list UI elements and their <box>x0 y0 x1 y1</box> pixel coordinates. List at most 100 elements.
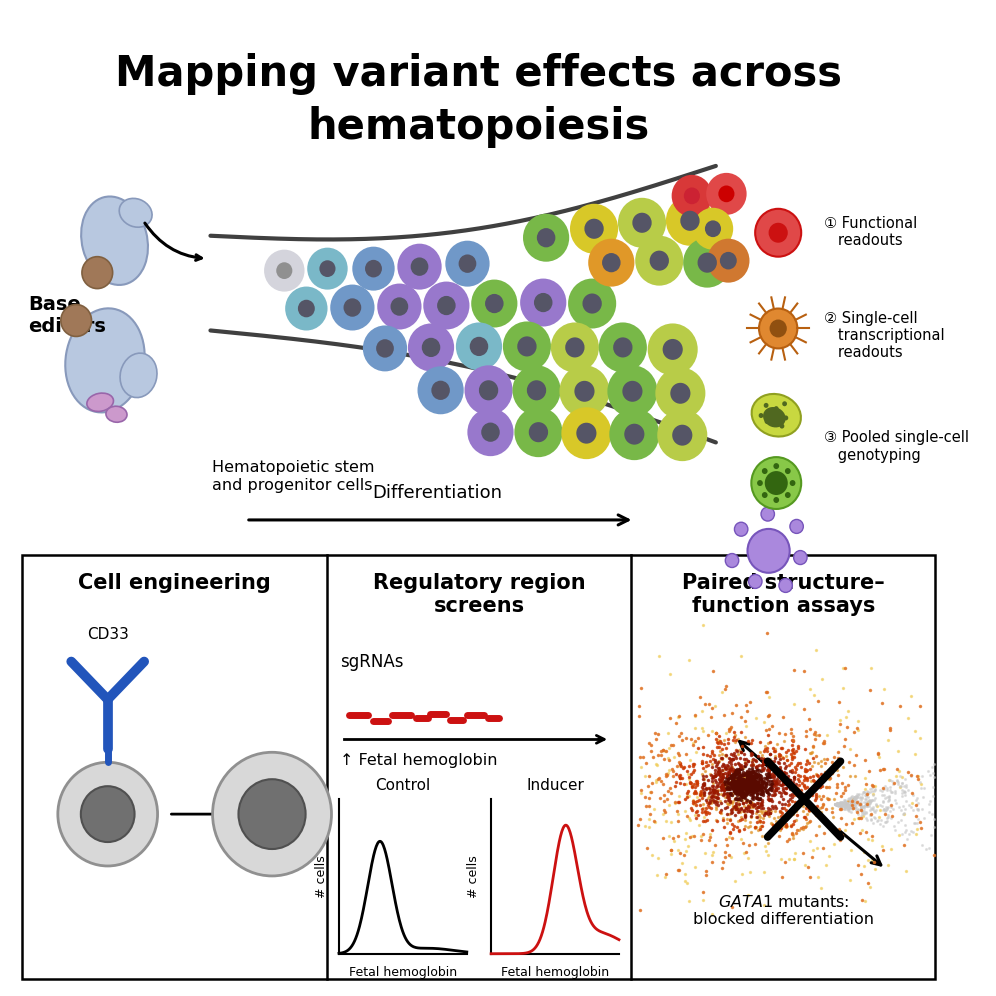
Circle shape <box>364 327 406 371</box>
Circle shape <box>694 209 732 249</box>
Circle shape <box>238 779 306 849</box>
Circle shape <box>468 409 513 455</box>
Circle shape <box>790 480 796 486</box>
Circle shape <box>785 492 791 498</box>
Circle shape <box>465 367 512 414</box>
Circle shape <box>632 213 651 233</box>
Circle shape <box>421 338 440 357</box>
Circle shape <box>571 205 618 253</box>
Circle shape <box>614 338 632 358</box>
Text: ↑ Fetal hemoglobin: ↑ Fetal hemoglobin <box>341 753 498 768</box>
Circle shape <box>575 380 595 401</box>
Circle shape <box>662 339 683 360</box>
Ellipse shape <box>121 354 157 397</box>
Circle shape <box>81 786 134 842</box>
Circle shape <box>656 369 704 418</box>
Circle shape <box>749 575 762 589</box>
Text: Hematopoietic stem
and progenitor cells: Hematopoietic stem and progenitor cells <box>212 460 374 492</box>
Circle shape <box>458 254 476 273</box>
Circle shape <box>769 223 788 243</box>
Text: $\it{GATA1}$ mutants:
blocked differentiation: $\it{GATA1}$ mutants: blocked differenti… <box>693 893 873 927</box>
Circle shape <box>457 324 501 370</box>
Ellipse shape <box>752 394 801 436</box>
Circle shape <box>286 288 327 330</box>
Circle shape <box>529 422 548 442</box>
Ellipse shape <box>81 196 148 285</box>
Circle shape <box>762 492 768 498</box>
Circle shape <box>446 242 489 286</box>
Text: # cells: # cells <box>315 856 329 897</box>
Ellipse shape <box>106 406 127 422</box>
Circle shape <box>61 305 92 337</box>
Circle shape <box>515 408 562 456</box>
Ellipse shape <box>66 309 144 412</box>
Circle shape <box>765 471 788 495</box>
Circle shape <box>773 497 779 503</box>
Circle shape <box>376 340 393 358</box>
Circle shape <box>58 762 157 866</box>
Ellipse shape <box>87 393 114 411</box>
Ellipse shape <box>763 407 786 427</box>
Circle shape <box>759 309 798 349</box>
Text: Cell engineering: Cell engineering <box>79 573 271 593</box>
Circle shape <box>585 219 604 239</box>
Circle shape <box>684 239 730 287</box>
Ellipse shape <box>120 198 152 227</box>
Text: Control: Control <box>375 778 430 793</box>
Circle shape <box>762 468 768 474</box>
Circle shape <box>398 245 440 289</box>
Circle shape <box>697 253 717 273</box>
Circle shape <box>378 285 420 329</box>
Circle shape <box>707 174 746 214</box>
Circle shape <box>561 367 609 416</box>
Circle shape <box>524 215 568 261</box>
Text: sgRNAs: sgRNAs <box>341 652 403 670</box>
Circle shape <box>680 211 699 231</box>
Text: Differentiation: Differentiation <box>373 484 503 502</box>
Circle shape <box>779 579 793 593</box>
Circle shape <box>773 463 779 469</box>
Circle shape <box>534 293 553 312</box>
Circle shape <box>517 337 537 357</box>
Circle shape <box>794 551 807 565</box>
Text: # cells: # cells <box>467 856 480 897</box>
Circle shape <box>590 240 633 286</box>
Text: hematopoiesis: hematopoiesis <box>308 107 650 148</box>
Circle shape <box>521 280 566 326</box>
Circle shape <box>600 324 645 372</box>
Circle shape <box>431 380 450 400</box>
Circle shape <box>751 457 801 509</box>
Circle shape <box>82 257 113 289</box>
Text: Inducer: Inducer <box>526 778 584 793</box>
Circle shape <box>667 197 713 245</box>
Circle shape <box>778 418 783 423</box>
Circle shape <box>537 228 556 247</box>
Circle shape <box>648 325 696 374</box>
Circle shape <box>472 281 516 327</box>
Circle shape <box>344 299 362 317</box>
Circle shape <box>619 199 665 247</box>
Circle shape <box>747 529 790 573</box>
Circle shape <box>481 422 500 442</box>
Circle shape <box>298 300 315 318</box>
Circle shape <box>658 410 706 460</box>
Circle shape <box>309 249 347 289</box>
Text: CD33: CD33 <box>87 626 128 641</box>
Circle shape <box>720 252 737 270</box>
Circle shape <box>276 262 293 279</box>
Circle shape <box>418 368 463 413</box>
Circle shape <box>390 298 408 316</box>
Circle shape <box>759 413 764 418</box>
Circle shape <box>774 406 779 411</box>
Circle shape <box>514 367 560 414</box>
Circle shape <box>563 408 611 458</box>
Circle shape <box>718 185 734 202</box>
Text: ② Single-cell
   transcriptional
   readouts: ② Single-cell transcriptional readouts <box>825 311 945 361</box>
Circle shape <box>424 283 468 329</box>
Text: Paired structure–
function assays: Paired structure– function assays <box>682 573 884 616</box>
Circle shape <box>672 176 711 216</box>
Circle shape <box>624 423 644 444</box>
Text: Fetal hemoglobin: Fetal hemoglobin <box>349 966 457 979</box>
Circle shape <box>320 260 336 277</box>
Circle shape <box>265 251 304 291</box>
